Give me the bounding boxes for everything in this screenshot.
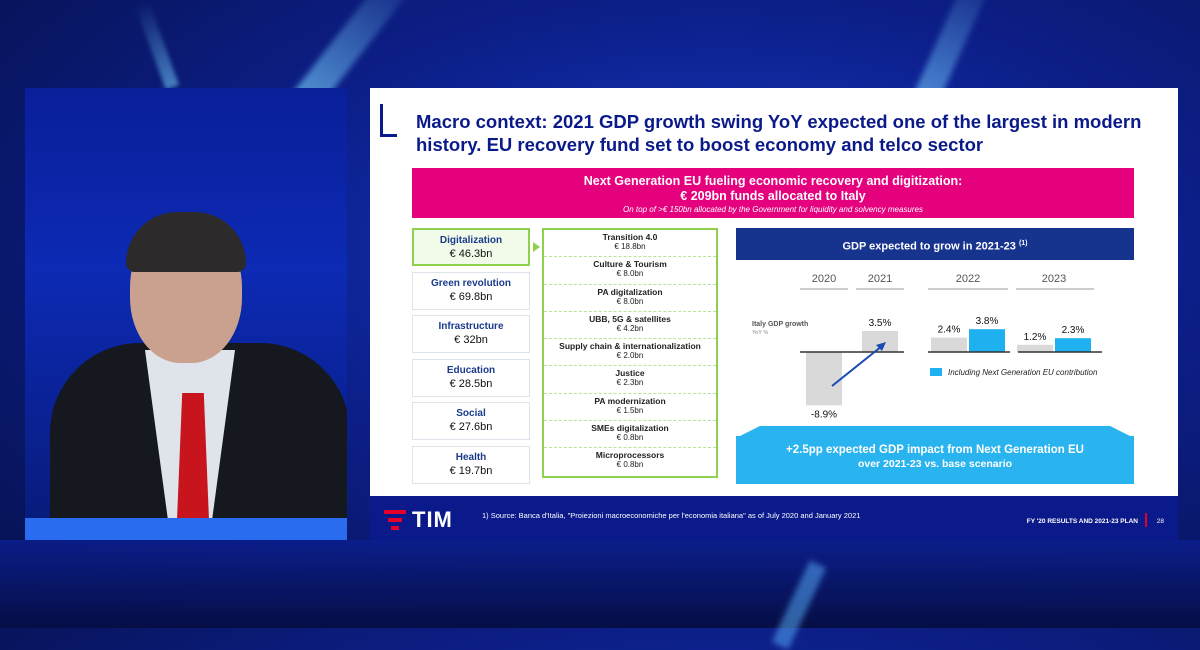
list-item: UBB, 5G & satellites € 4.2bn bbox=[544, 312, 716, 340]
list-item: Transition 4.0 € 18.8bn bbox=[544, 230, 716, 258]
item-value: € 4.2bn bbox=[616, 323, 644, 333]
chart-header-footnote-ref: (1) bbox=[1018, 240, 1028, 247]
item-name: UBB, 5G & satellites bbox=[589, 313, 671, 324]
category-name: Education bbox=[446, 364, 496, 376]
item-value: € 2.3bn bbox=[616, 378, 644, 388]
bar-base-2021 bbox=[862, 331, 898, 352]
tim-logo-mark-icon bbox=[384, 510, 406, 530]
source-footnote: 1) Source: Banca d'Italia, "Proiezioni m… bbox=[482, 511, 861, 520]
data-label-base-2021: 3.5% bbox=[869, 318, 892, 329]
item-value: € 18.8bn bbox=[614, 242, 646, 251]
impact-box-tab bbox=[736, 426, 1134, 438]
bar-base-2022 bbox=[931, 337, 967, 352]
item-value: € 1.5bn bbox=[616, 405, 644, 415]
category-value: € 28.5bn bbox=[449, 377, 493, 390]
item-value: € 8.0bn bbox=[616, 269, 644, 279]
item-name: Justice bbox=[615, 368, 645, 379]
data-label-ngeu-2023: 2.3% bbox=[1062, 325, 1085, 336]
year-label-2023: 2023 bbox=[1042, 273, 1066, 285]
item-value: € 0.8bn bbox=[616, 460, 644, 470]
category-value: € 32bn bbox=[454, 334, 488, 346]
item-value: € 2.0bn bbox=[616, 351, 644, 361]
category-name: Green revolution bbox=[430, 277, 511, 289]
presentation-slide: Macro context: 2021 GDP growth swing YoY… bbox=[370, 88, 1178, 540]
category-name: Digitalization bbox=[439, 235, 503, 246]
impact-line-1: +2.5pp expected GDP impact from Next Gen… bbox=[786, 444, 1084, 456]
bar-ngeu-2023 bbox=[1055, 338, 1091, 352]
legend-label: Including Next Generation EU contributio… bbox=[948, 368, 1098, 377]
ngeu-banner: Next Generation EU fueling economic reco… bbox=[412, 168, 1134, 218]
stage-floor bbox=[0, 540, 1200, 628]
bar-ngeu-2022 bbox=[969, 329, 1005, 352]
deck-title: FY '20 RESULTS AND 2021-23 PLAN bbox=[1026, 518, 1138, 525]
category-social: Social € 27.6bn bbox=[412, 402, 530, 440]
series-label: Italy GDP growth bbox=[752, 321, 808, 328]
speaker-video bbox=[25, 88, 347, 540]
list-item: SMEs digitalization € 0.8bn bbox=[544, 421, 716, 449]
funding-categories: Digitalization € 46.3bn Green revolution… bbox=[412, 228, 532, 489]
tim-logo-text: TIM bbox=[412, 507, 453, 532]
series-sublabel: YoY % bbox=[752, 330, 768, 336]
speaker-hair bbox=[126, 212, 246, 272]
banner-line-1: Next Generation EU fueling economic reco… bbox=[583, 174, 963, 188]
item-value: € 8.0bn bbox=[616, 296, 644, 306]
category-value: € 19.7bn bbox=[449, 464, 493, 477]
category-name: Health bbox=[455, 451, 487, 463]
category-digitalization: Digitalization € 46.3bn bbox=[412, 228, 530, 266]
list-item: Supply chain & internationalization € 2.0… bbox=[544, 339, 716, 367]
data-label-base-2020: -8.9% bbox=[811, 409, 837, 420]
legend-swatch bbox=[930, 368, 942, 376]
list-item: PA modernization € 1.5bn bbox=[544, 394, 716, 422]
year-label-2022: 2022 bbox=[956, 273, 980, 285]
tim-logo: TIM bbox=[384, 507, 453, 533]
item-name: SMEs digitalization bbox=[591, 423, 669, 434]
chart-header: GDP expected to grow in 2021-23 (1) bbox=[736, 228, 1134, 260]
video-lower-band bbox=[25, 518, 347, 540]
item-name: Supply chain & internationalization bbox=[559, 341, 701, 352]
title-bracket-icon bbox=[380, 104, 397, 137]
category-value: € 46.3bn bbox=[449, 248, 493, 260]
year-label-2020: 2020 bbox=[812, 273, 836, 285]
banner-note: On top of >€ 150bn allocated by the Gove… bbox=[623, 205, 923, 214]
category-name: Social bbox=[456, 408, 486, 419]
item-name: PA digitalization bbox=[597, 286, 663, 297]
item-name: Transition 4.0 bbox=[602, 232, 658, 242]
item-value: € 0.8bn bbox=[616, 433, 644, 443]
slide-footer: TIM 1) Source: Banca d'Italia, "Proiezio… bbox=[370, 496, 1178, 540]
data-label-ngeu-2022: 3.8% bbox=[976, 316, 999, 327]
ngeu-impact-box: +2.5pp expected GDP impact from Next Gen… bbox=[736, 436, 1134, 484]
item-name: Culture & Tourism bbox=[593, 259, 667, 270]
category-green-revolution: Green revolution € 69.8bn bbox=[412, 271, 530, 310]
swing-arrowhead-icon bbox=[876, 342, 886, 351]
category-name: Infrastructure bbox=[438, 321, 504, 332]
item-name: PA modernization bbox=[594, 395, 666, 406]
digitalization-breakdown: Transition 4.0 € 18.8bn Culture & Tourism… bbox=[542, 228, 718, 478]
category-education: Education € 28.5bn bbox=[412, 358, 530, 397]
year-label-2021: 2021 bbox=[868, 273, 892, 285]
data-label-base-2022: 2.4% bbox=[938, 325, 961, 336]
chart-header-text: GDP expected to grow in 2021-23 bbox=[842, 240, 1016, 253]
category-value: € 27.6bn bbox=[449, 421, 493, 433]
list-item: Culture & Tourism € 8.0bn bbox=[544, 257, 716, 285]
category-value: € 69.8bn bbox=[449, 290, 493, 303]
swing-arrow-icon bbox=[831, 345, 883, 387]
slide-title: Macro context: 2021 GDP growth swing YoY… bbox=[416, 111, 1142, 155]
chevron-right-icon bbox=[533, 242, 540, 252]
impact-line-2: over 2021-23 vs. base scenario bbox=[857, 458, 1013, 470]
data-label-base-2023: 1.2% bbox=[1024, 332, 1047, 343]
gdp-growth-chart: Italy GDP growth YoY % 2020 2021 2022 2023 -8.… bbox=[752, 273, 1102, 420]
page-number: 28 bbox=[1156, 518, 1164, 525]
category-infrastructure: Infrastructure € 32bn bbox=[412, 315, 530, 353]
category-health: Health € 19.7bn bbox=[412, 445, 530, 484]
list-item: Microprocessors € 0.8bn bbox=[544, 448, 716, 475]
list-item: PA digitalization € 8.0bn bbox=[544, 285, 716, 312]
bar-base-2023 bbox=[1017, 344, 1053, 352]
light-beam bbox=[135, 0, 179, 90]
banner-line-2: € 209bn funds allocated to Italy bbox=[680, 189, 866, 203]
item-name: Microprocessors bbox=[595, 450, 665, 461]
list-item: Justice € 2.3bn bbox=[544, 366, 716, 394]
bar-base-2020 bbox=[806, 352, 842, 406]
footer-divider bbox=[1145, 513, 1147, 527]
